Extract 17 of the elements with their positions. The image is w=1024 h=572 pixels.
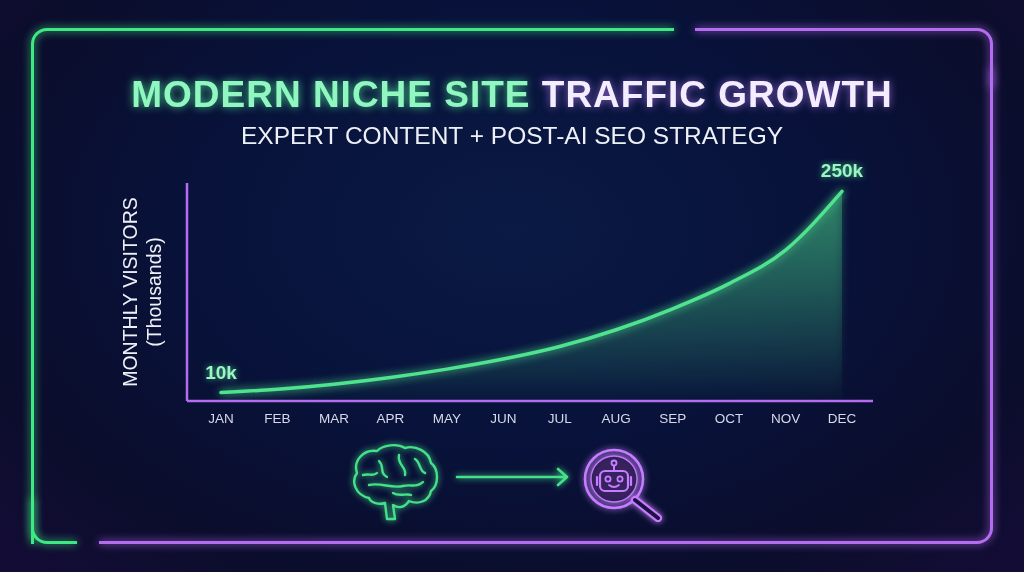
x-tick-label: AUG [601,410,631,426]
x-tick-label: NOV [770,410,801,426]
chart-title: MODERN NICHE SITE TRAFFIC GROWTH [131,74,893,115]
x-tick-label: SEP [659,410,687,426]
x-tick-label: JAN [208,410,234,426]
x-tick-label: DEC [827,410,857,426]
chart-subtitle: EXPERT CONTENT + POST-AI SEO STRATEGY [240,121,784,151]
y-axis-title: MONTHLY VISITORS (Thousands) [119,197,165,387]
x-tick-label: MAY [432,410,461,426]
x-tick-label: OCT [714,410,744,426]
data-label: 10k [205,361,238,383]
x-tick-label: FEB [264,410,291,426]
x-tick-label: APR [376,410,405,426]
x-tick-label: JUN [490,410,517,426]
x-tick-label: MAR [318,410,350,426]
x-tick-label: JUL [547,410,573,426]
data-label: 250k [820,160,864,182]
